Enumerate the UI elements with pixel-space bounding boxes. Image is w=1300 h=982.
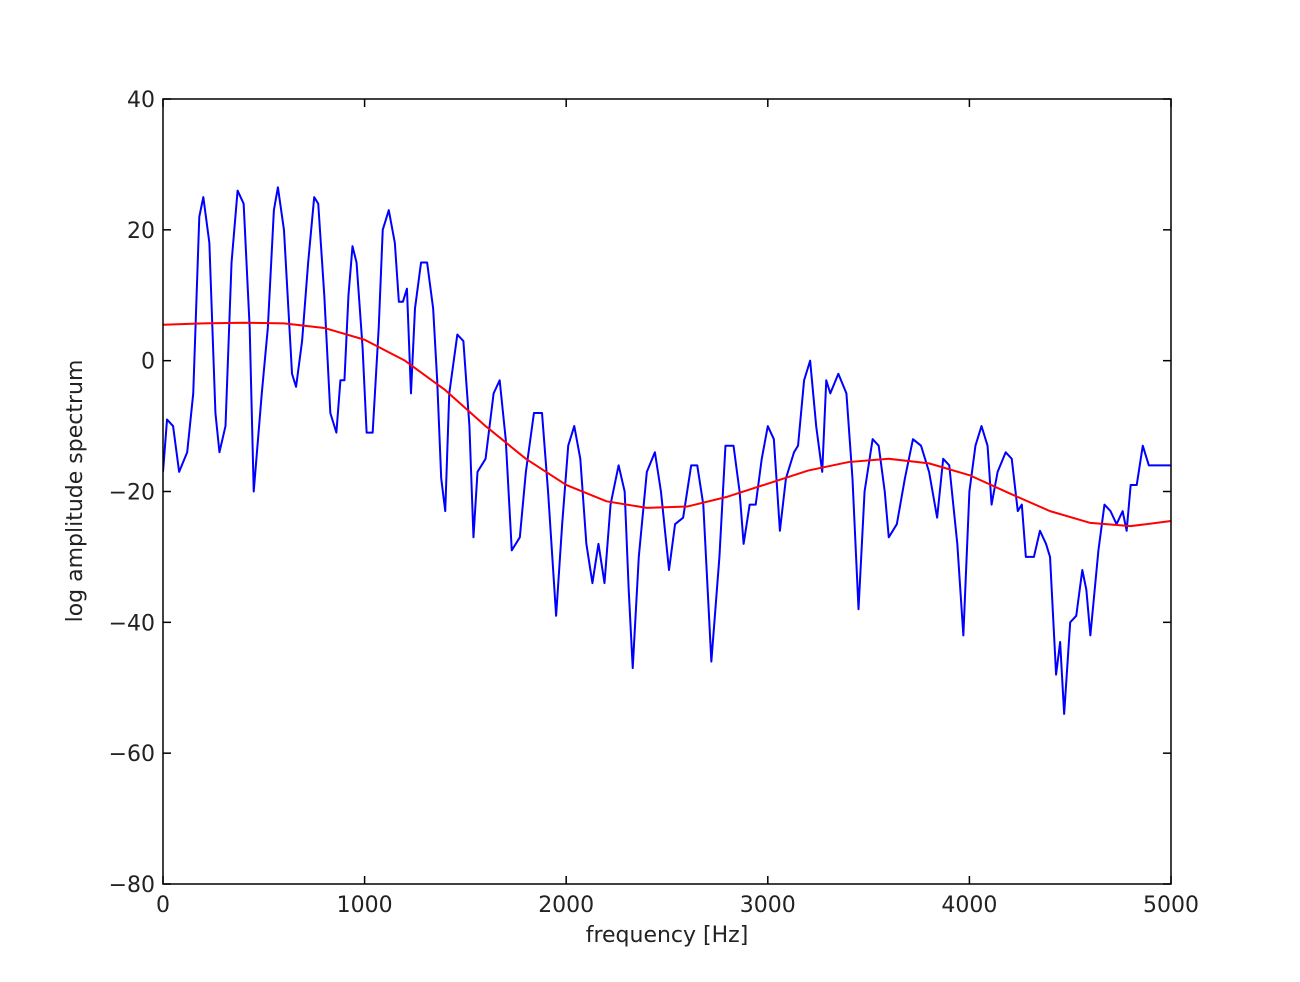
y-axis-label: log amplitude spectrum xyxy=(63,360,88,623)
x-tick-label: 5000 xyxy=(1143,893,1199,918)
data-line xyxy=(163,321,1171,528)
y-tick-label: −20 xyxy=(109,481,155,506)
y-tick-label: −40 xyxy=(109,611,155,636)
y-tick-label: 20 xyxy=(127,219,155,244)
y-tick-label: 40 xyxy=(127,88,155,113)
y-tick-label: −60 xyxy=(109,742,155,767)
x-tick-label: 1000 xyxy=(337,893,393,918)
x-axis-label: frequency [Hz] xyxy=(586,923,749,948)
y-tick-label: −80 xyxy=(109,873,155,898)
plot-background xyxy=(163,99,1171,884)
y-tick-label: 0 xyxy=(141,350,155,375)
x-tick-label: 4000 xyxy=(941,893,997,918)
data-line xyxy=(163,186,1171,715)
plot-frame xyxy=(162,98,1172,885)
x-tick-label: 0 xyxy=(156,893,170,918)
x-tick-label: 3000 xyxy=(740,893,796,918)
x-tick-label: 2000 xyxy=(538,893,594,918)
